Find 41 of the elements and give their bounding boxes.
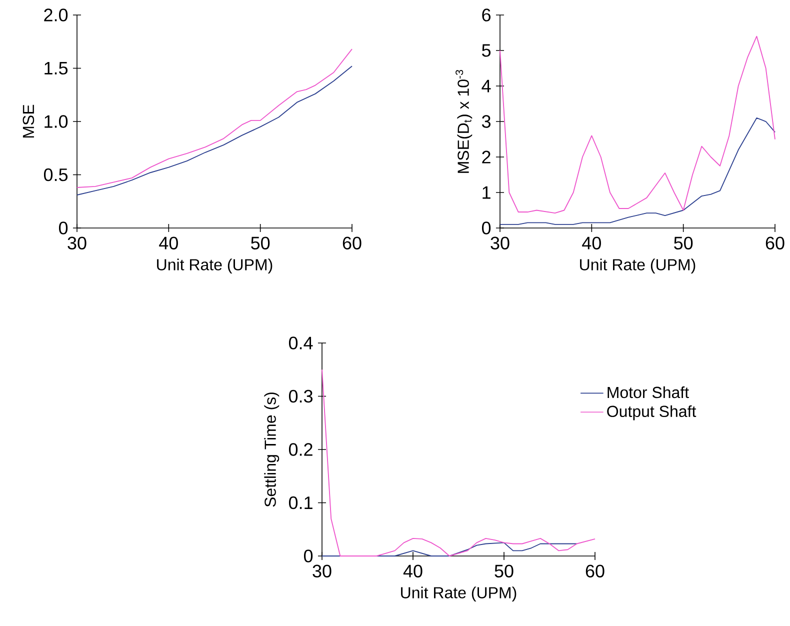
y-tick-label: 2 — [482, 150, 490, 164]
x-tick-label: 50 — [494, 564, 514, 578]
y-tick-label: 0.4 — [288, 336, 313, 350]
x-axis-title: Unit Rate (UPM) — [580, 258, 696, 274]
x-axis-title: Unit Rate (UPM) — [401, 586, 516, 602]
y-tick-label: 5 — [482, 44, 491, 57]
y-axis-title: MSE(D$_{t}$) x 10$^{-3}$ — [456, 70, 472, 173]
y-tick-label: 0.2 — [288, 443, 312, 456]
y-tick-label: 0 — [304, 550, 313, 562]
y-tick-label: 1.5 — [44, 62, 68, 75]
x-tick-label: 60 — [766, 236, 784, 250]
x-tick-label: 60 — [342, 236, 362, 250]
y-tick-label: 0 — [482, 222, 491, 234]
y-tick-label: 2.0 — [44, 8, 68, 22]
y-axis-title: Settling Time (s) — [264, 392, 280, 507]
y-tick-label: 1 — [482, 186, 490, 199]
x-tick-label: 50 — [251, 236, 270, 250]
y-tick-label: 3 — [482, 115, 490, 128]
x-axis-title: Unit Rate (UPM) — [157, 258, 272, 274]
y-tick-label: 6 — [482, 8, 490, 22]
x-tick-label: 30 — [68, 236, 86, 250]
y-axis-title: MSE — [22, 104, 34, 138]
y-tick-label: 0.3 — [288, 390, 312, 403]
line-series — [500, 117, 776, 225]
line-series — [500, 36, 776, 214]
x-tick-label: 40 — [582, 236, 601, 250]
legend-label: Output Shaft — [607, 405, 696, 420]
x-tick-label: 40 — [159, 236, 178, 250]
line-series — [76, 48, 352, 188]
y-tick-label: 0.5 — [44, 168, 68, 182]
x-tick-label: 30 — [312, 564, 332, 578]
x-tick-label: 30 — [490, 236, 510, 250]
legend-label: Motor Shaft — [608, 386, 689, 398]
line-series — [76, 66, 352, 196]
y-tick-label: 0 — [58, 222, 68, 234]
x-tick-label: 60 — [586, 564, 604, 578]
x-tick-label: 40 — [403, 564, 422, 578]
y-tick-label: 1.0 — [44, 115, 68, 128]
y-tick-label: 4 — [482, 80, 491, 92]
y-tick-label: 0.1 — [288, 496, 312, 510]
x-tick-label: 50 — [674, 236, 693, 250]
